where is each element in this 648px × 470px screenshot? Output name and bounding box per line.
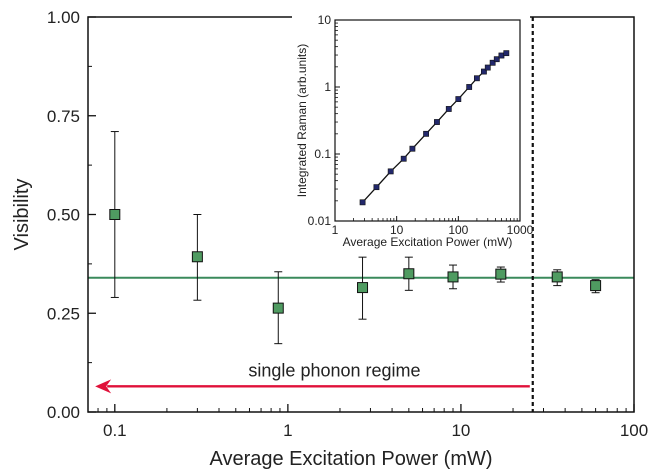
inset-plot: 1 10 100 1000 0.01 0.1 1 10 Average Excitation… [292,12,534,249]
inset-data-point [434,119,440,125]
y-axis-ticks: 0.00 0.25 0.50 0.75 1.00 [47,8,96,422]
inset-x-axis-label: Average Excitation Power (mW) [343,235,513,249]
inset-data-point [423,130,429,137]
data-point [551,271,563,283]
inset-data-point [373,184,380,191]
inset-data-point [481,68,487,75]
y-tick-label: 0.75 [47,107,80,126]
inset-data-point [387,168,394,175]
inset-data-point [455,96,462,102]
data-point [403,268,415,280]
y-tick-label: 0.25 [47,304,80,323]
inset-y-tick-label: 0.01 [308,214,332,228]
inset-data-point [484,64,491,71]
data-point [109,209,121,220]
inset-data-point [493,56,500,63]
inset-x-tick-label: 10 [390,223,404,237]
inset-plot-frame [334,19,521,222]
inset-y-axis-label: Integrated Raman (arb.units) [295,44,309,197]
x-tick-label: 10 [451,421,470,440]
inset-data-point [400,155,407,162]
inset-y-tick-label: 0.1 [314,147,331,161]
data-point [191,251,203,263]
inset-x-axis-ticks: 1 10 100 1000 [332,216,534,237]
data-point [590,280,602,292]
inset-data-point [359,199,366,206]
inset-data-point [409,145,416,152]
inset-data-point [473,75,480,82]
annotation-label: single phonon regime [248,360,420,380]
inset-data-point [445,106,452,112]
inset-y-tick-label: 10 [318,13,332,27]
x-axis-label: Average Excitation Power (mW) [209,448,492,470]
data-point [495,268,507,280]
inset-data-point [466,84,473,90]
regime-arrow [95,379,530,394]
inset-y-axis-ticks: 0.01 0.1 1 10 [308,13,340,228]
data-point [357,282,369,294]
inset-x-tick-label: 1 [332,223,339,237]
data-point [447,271,459,283]
arrow-head [95,379,112,394]
inset-y-tick-label: 1 [324,80,331,94]
data-point [272,302,284,314]
inset-background [292,12,530,248]
y-tick-label: 1.00 [47,8,80,27]
x-tick-label: 100 [620,421,648,440]
data-points [109,209,602,314]
inset-data-point [498,52,505,59]
inset-x-tick-label: 1000 [507,223,534,237]
y-axis-label: Visibility [11,179,33,251]
x-axis-ticks: 0.1 1 10 100 [87,404,648,440]
inset-data-point [489,59,496,66]
inset-data-points [359,50,510,206]
inset-x-tick-label: 100 [448,223,468,237]
y-tick-label: 0.50 [47,206,80,225]
x-tick-label: 0.1 [103,421,127,440]
main-plot: single phonon regime 0.1 1 10 100 0.000.250… [11,8,648,470]
x-tick-label: 1 [283,421,292,440]
y-tick-label: 0.00 [47,403,80,422]
inset-data-point [503,50,510,57]
